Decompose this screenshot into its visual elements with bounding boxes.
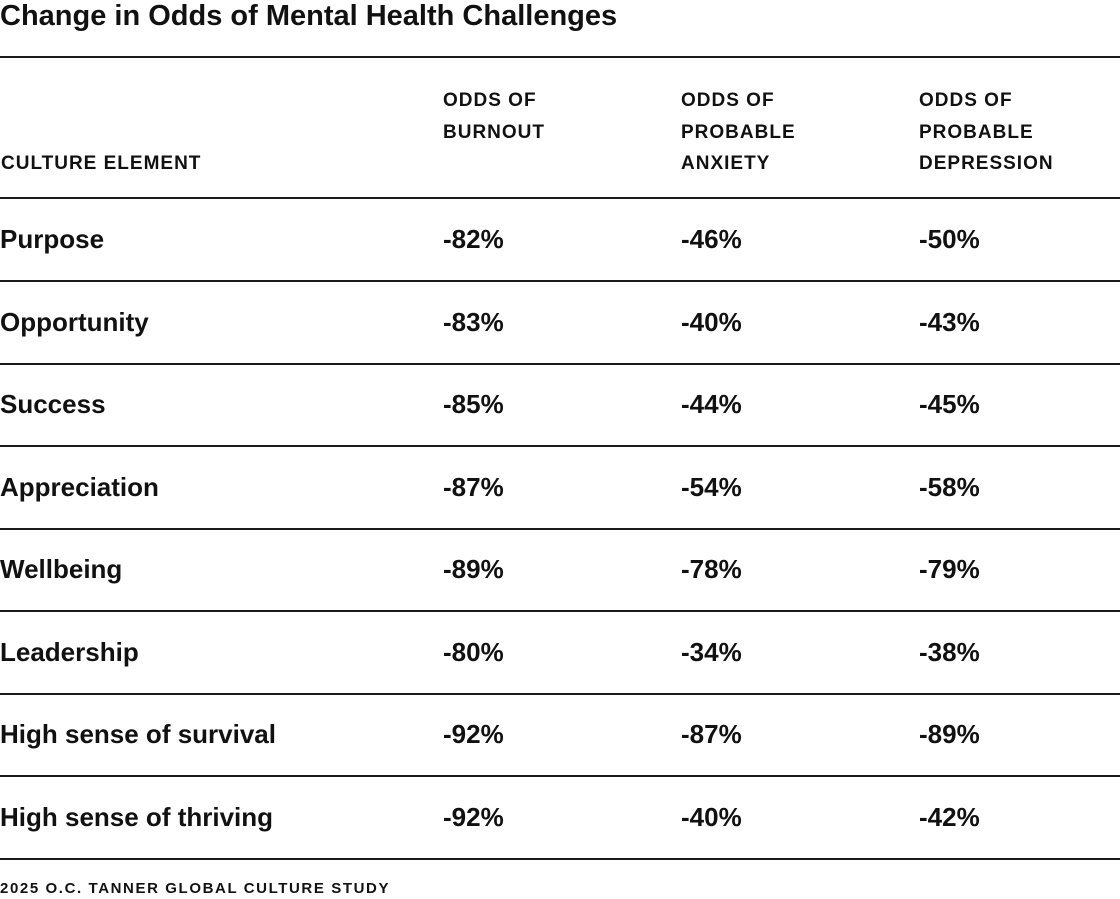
source-footer: 2025 O.C. TANNER GLOBAL CULTURE STUDY — [0, 880, 391, 897]
header-odds-of-burnout: ODDS OF BURNOUT — [443, 85, 545, 148]
row-divider — [0, 693, 1120, 695]
depression-value: -42% — [919, 802, 980, 832]
depression-value: -43% — [919, 307, 980, 337]
header-line: ANXIETY — [681, 153, 771, 174]
header-odds-of-probable-depression: ODDS OF PROBABLE DEPRESSION — [919, 85, 1054, 180]
anxiety-value: -40% — [681, 802, 742, 832]
row-label: Success — [0, 389, 106, 419]
anxiety-value: -87% — [681, 719, 742, 749]
depression-value: -50% — [919, 224, 980, 254]
row-label: Appreciation — [0, 472, 159, 502]
anxiety-value: -46% — [681, 224, 742, 254]
header-line: BURNOUT — [443, 121, 545, 143]
anxiety-value: -34% — [681, 637, 742, 667]
row-divider — [0, 280, 1120, 282]
depression-value: -58% — [919, 472, 980, 502]
depression-value: -89% — [919, 719, 980, 749]
row-label: High sense of thriving — [0, 802, 274, 832]
header-odds-of-probable-anxiety: ODDS OF PROBABLE ANXIETY — [681, 85, 796, 180]
top-rule — [0, 56, 1120, 58]
row-label: Opportunity — [0, 307, 149, 337]
table-row: Purpose -82% -46% -50% — [0, 199, 1120, 280]
table-row: Success -85% -44% -45% — [0, 364, 1120, 445]
burnout-value: -89% — [443, 554, 504, 584]
row-label: Purpose — [0, 224, 105, 254]
table-row: Leadership -80% -34% -38% — [0, 612, 1120, 693]
row-divider — [0, 858, 1120, 860]
chart-title: Change in Odds of Mental Health Challeng… — [0, 0, 618, 32]
row-divider — [0, 528, 1120, 530]
burnout-value: -92% — [443, 802, 504, 832]
header-line: DEPRESSION — [919, 153, 1054, 174]
row-divider — [0, 610, 1120, 612]
burnout-value: -82% — [443, 224, 504, 254]
row-label: Wellbeing — [0, 554, 123, 584]
row-divider — [0, 775, 1120, 777]
anxiety-value: -44% — [681, 389, 742, 419]
header-line: PROBABLE — [919, 121, 1034, 143]
header-rule — [0, 197, 1120, 199]
depression-value: -45% — [919, 389, 980, 419]
burnout-value: -87% — [443, 472, 504, 502]
table-row: Opportunity -83% -40% -43% — [0, 282, 1120, 363]
header-line: ODDS OF — [919, 90, 1013, 111]
row-divider — [0, 445, 1120, 447]
header-line: ODDS OF — [443, 90, 537, 111]
header-culture-element: CULTURE ELEMENT — [1, 148, 201, 180]
header-line: PROBABLE — [681, 121, 796, 143]
table-row: High sense of thriving -92% -40% -42% — [0, 777, 1120, 858]
burnout-value: -80% — [443, 637, 504, 667]
anxiety-value: -54% — [681, 472, 742, 502]
burnout-value: -85% — [443, 389, 504, 419]
burnout-value: -83% — [443, 307, 504, 337]
table-row: Wellbeing -89% -78% -79% — [0, 529, 1120, 610]
table-row: Appreciation -87% -54% -58% — [0, 447, 1120, 528]
header-line: ODDS OF — [681, 90, 775, 111]
header-line: CULTURE ELEMENT — [1, 153, 202, 174]
depression-value: -38% — [919, 637, 980, 667]
anxiety-value: -40% — [681, 307, 742, 337]
row-label: Leadership — [0, 637, 139, 667]
burnout-value: -92% — [443, 719, 504, 749]
anxiety-value: -78% — [681, 554, 742, 584]
row-divider — [0, 363, 1120, 365]
row-label: High sense of survival — [0, 719, 276, 749]
depression-value: -79% — [919, 554, 980, 584]
table-row: High sense of survival -92% -87% -89% — [0, 694, 1120, 775]
